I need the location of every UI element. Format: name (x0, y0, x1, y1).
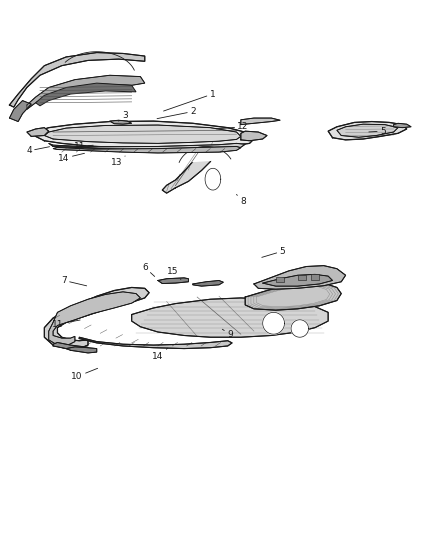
Polygon shape (205, 168, 221, 190)
Polygon shape (79, 337, 232, 349)
Text: 14: 14 (152, 348, 168, 360)
Polygon shape (49, 143, 245, 150)
Text: 10: 10 (71, 368, 98, 381)
Text: 11: 11 (52, 320, 80, 329)
Polygon shape (241, 131, 267, 141)
Text: 2: 2 (157, 107, 196, 119)
Polygon shape (241, 118, 280, 125)
Polygon shape (49, 292, 141, 346)
Polygon shape (44, 287, 149, 349)
Text: 4: 4 (26, 146, 49, 155)
Polygon shape (328, 122, 407, 140)
Text: 11: 11 (74, 142, 93, 151)
Polygon shape (53, 343, 88, 350)
Text: 5: 5 (262, 247, 285, 257)
Polygon shape (245, 282, 341, 310)
Polygon shape (297, 275, 306, 280)
Polygon shape (291, 320, 308, 337)
Text: 5: 5 (369, 127, 385, 136)
Text: 1: 1 (163, 90, 215, 111)
Polygon shape (110, 120, 132, 124)
Polygon shape (276, 277, 285, 282)
Text: 12: 12 (216, 122, 249, 131)
Polygon shape (35, 83, 136, 106)
Text: 13: 13 (111, 156, 125, 167)
Polygon shape (35, 121, 254, 149)
Text: 9: 9 (223, 329, 233, 338)
Polygon shape (10, 101, 31, 122)
Polygon shape (337, 124, 398, 138)
Polygon shape (27, 128, 49, 136)
Polygon shape (254, 265, 346, 289)
Polygon shape (311, 274, 319, 280)
Polygon shape (179, 147, 231, 163)
Polygon shape (263, 274, 332, 286)
Polygon shape (132, 298, 328, 337)
Polygon shape (263, 312, 285, 334)
Text: 15: 15 (167, 267, 181, 279)
Polygon shape (27, 75, 145, 109)
Polygon shape (193, 280, 223, 286)
Text: 8: 8 (237, 195, 246, 206)
Text: 7: 7 (61, 276, 87, 286)
Polygon shape (158, 278, 188, 284)
Polygon shape (53, 147, 241, 153)
Text: 14: 14 (58, 154, 85, 163)
Polygon shape (394, 123, 411, 128)
Text: 6: 6 (142, 263, 155, 277)
Polygon shape (44, 125, 241, 143)
Polygon shape (66, 347, 97, 353)
Text: 3: 3 (119, 111, 128, 121)
Polygon shape (162, 147, 215, 193)
Polygon shape (10, 53, 145, 107)
